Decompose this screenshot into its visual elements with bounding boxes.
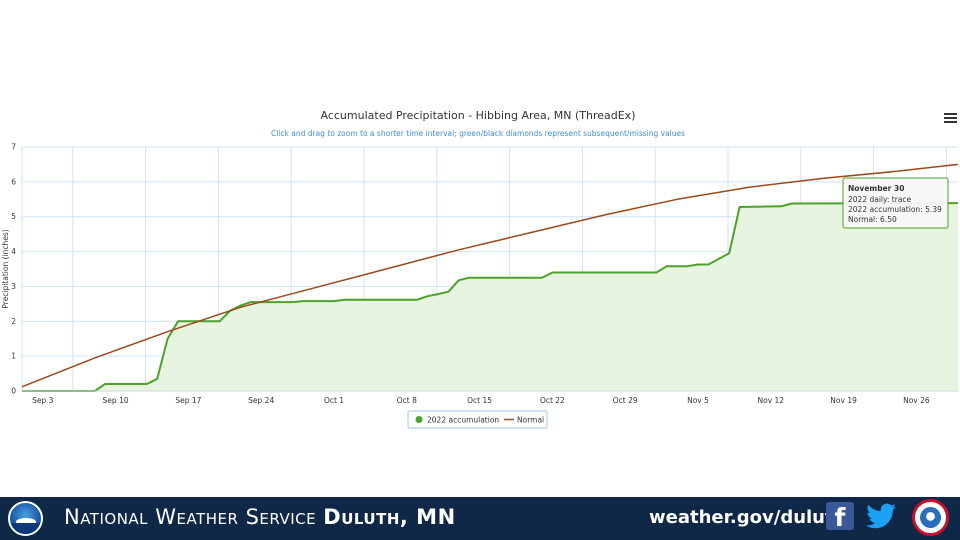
noaa-logo <box>8 501 43 536</box>
footer-org-name: National Weather Service Duluth, MN <box>64 505 456 529</box>
footer-org-plain: National Weather Service <box>64 505 324 529</box>
footer-banner: National Weather Service Duluth, MN weat… <box>0 497 960 540</box>
y-tick-label: 6 <box>11 177 16 186</box>
x-tick-label: Sep 10 <box>103 396 129 405</box>
series-normal-line[interactable] <box>21 163 959 388</box>
y-tick-label: 2 <box>11 317 16 326</box>
x-tick-label: Oct 29 <box>613 396 638 405</box>
x-tick-label: Oct 1 <box>324 396 344 405</box>
facebook-icon[interactable]: f <box>826 502 854 530</box>
x-tick-label: Sep 24 <box>248 396 274 405</box>
x-tick-label: Sep 17 <box>175 396 201 405</box>
y-tick-label: 7 <box>11 143 16 152</box>
y-tick-label: 5 <box>11 212 16 221</box>
x-tick-label: Oct 22 <box>540 396 565 405</box>
series-2022-accumulation-line[interactable] <box>22 202 959 392</box>
tooltip-normal: Normal: 6.50 <box>848 215 897 224</box>
x-tick-label: Nov 26 <box>903 396 930 405</box>
twitter-icon[interactable] <box>865 502 897 530</box>
chart-title: Accumulated Precipitation - Hibbing Area… <box>321 109 636 122</box>
y-axis-title: Precipitation (inches) <box>1 229 10 308</box>
y-tick-label: 4 <box>11 247 16 256</box>
tooltip-daily: 2022 daily: trace <box>848 195 912 204</box>
y-tick-label: 0 <box>11 387 16 396</box>
tooltip-title: November 30 <box>848 184 904 193</box>
axes: 0 1 2 3 4 5 6 7 Sep 3 Sep 10 Sep 17 Sep 24 Oct 1 Oct … <box>11 143 958 405</box>
series-2022-accumulation-area <box>22 203 958 391</box>
legend-marker-2022 <box>415 416 423 423</box>
legend-label-normal: Normal <box>517 416 544 425</box>
nws-logo <box>912 499 949 536</box>
y-tick-label: 1 <box>11 352 16 361</box>
chart-menu-icon[interactable] <box>944 113 957 125</box>
precipitation-chart[interactable]: Accumulated Precipitation - Hibbing Area… <box>0 0 960 497</box>
legend-label-2022: 2022 accumulation <box>427 416 499 425</box>
x-tick-label: Nov 12 <box>758 396 785 405</box>
footer-org-office: Duluth, MN <box>323 505 456 529</box>
legend-item-normal[interactable]: Normal <box>504 416 544 425</box>
footer-url[interactable]: weather.gov/duluth <box>649 507 847 528</box>
legend-item-2022[interactable]: 2022 accumulation <box>415 416 500 425</box>
chart-subtitle: Click and drag to zoom to a shorter time… <box>271 129 685 138</box>
legend: 2022 accumulation Normal <box>407 410 548 429</box>
plot-area[interactable] <box>21 163 959 392</box>
x-tick-label: Nov 5 <box>687 396 709 405</box>
x-tick-label: Nov 19 <box>830 396 857 405</box>
x-tick-label: Oct 8 <box>397 396 417 405</box>
y-tick-label: 3 <box>11 282 16 291</box>
x-tick-label: Sep 3 <box>32 396 54 405</box>
x-tick-label: Oct 15 <box>467 396 492 405</box>
tooltip: November 30 2022 daily: trace 2022 accum… <box>842 177 949 229</box>
tooltip-accumulation: 2022 accumulation: 5.39 <box>848 205 942 214</box>
